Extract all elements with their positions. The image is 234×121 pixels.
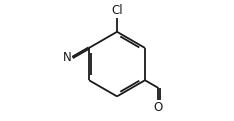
Text: O: O — [154, 101, 163, 114]
Text: Cl: Cl — [111, 4, 123, 17]
Text: N: N — [63, 51, 72, 64]
